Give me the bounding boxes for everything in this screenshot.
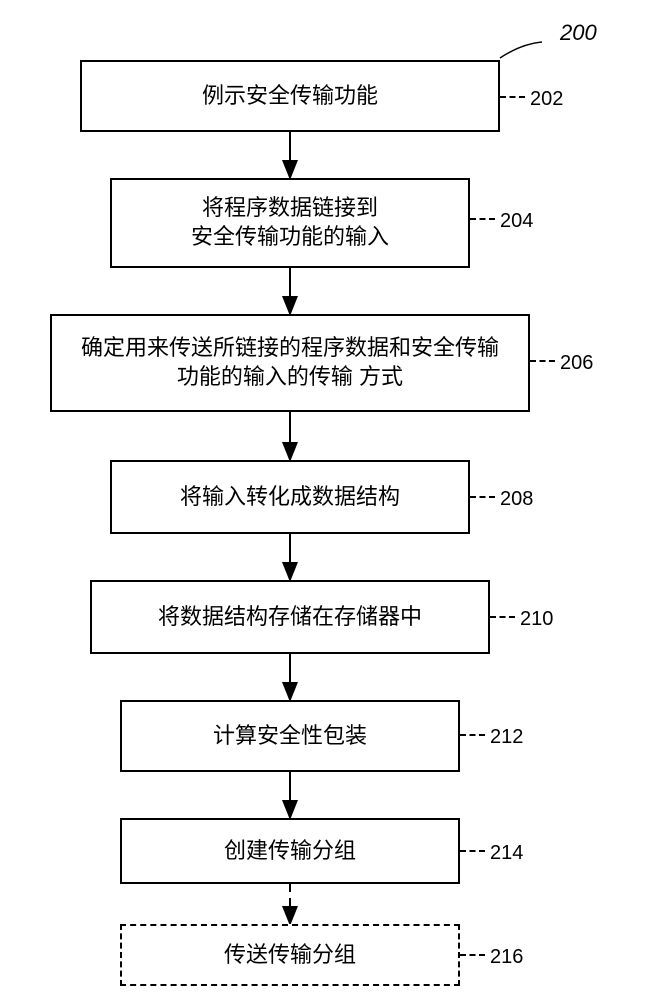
leader-204 (470, 218, 495, 220)
flow-node-text: 将程序数据链接到 安全传输功能的输入 (191, 194, 389, 251)
flow-node-216: 传送传输分组 (120, 924, 460, 986)
ref-number-204: 204 (500, 210, 533, 233)
leader-208 (470, 496, 495, 498)
leader-210 (490, 616, 515, 618)
flow-node-text: 将输入转化成数据结构 (180, 483, 400, 512)
flow-node-212: 计算安全性包装 (120, 700, 460, 772)
ref-number-210: 210 (520, 608, 553, 631)
flow-node-text: 传送传输分组 (224, 941, 356, 970)
leader-212 (460, 734, 485, 736)
flow-node-210: 将数据结构存储在存储器中 (90, 580, 490, 654)
flow-node-text: 例示安全传输功能 (202, 82, 378, 111)
ref-number-214: 214 (490, 842, 523, 865)
figure-label-leader (500, 42, 542, 58)
flow-node-text: 将数据结构存储在存储器中 (158, 603, 422, 632)
flow-node-214: 创建传输分组 (120, 818, 460, 884)
ref-number-216: 216 (490, 946, 523, 969)
leader-216 (460, 954, 485, 956)
flow-node-206: 确定用来传送所链接的程序数据和安全传输 功能的输入的传输 方式 (50, 314, 530, 412)
flow-node-text: 计算安全性包装 (213, 722, 367, 751)
flow-node-204: 将程序数据链接到 安全传输功能的输入 (110, 178, 470, 268)
ref-number-206: 206 (560, 352, 593, 375)
flow-node-202: 例示安全传输功能 (80, 60, 500, 132)
leader-206 (530, 360, 555, 362)
flowchart-canvas: 200 例示安全传输功能 202 将程序数据链接到 安全传输功能的输入 204 确定用来… (0, 0, 648, 1000)
ref-number-202: 202 (530, 88, 563, 111)
ref-number-208: 208 (500, 488, 533, 511)
flow-node-text: 确定用来传送所链接的程序数据和安全传输 功能的输入的传输 方式 (81, 334, 499, 391)
flow-node-text: 创建传输分组 (224, 837, 356, 866)
leader-214 (460, 850, 485, 852)
leader-202 (500, 96, 525, 98)
ref-number-212: 212 (490, 726, 523, 749)
flow-node-208: 将输入转化成数据结构 (110, 460, 470, 534)
figure-number: 200 (560, 20, 597, 46)
